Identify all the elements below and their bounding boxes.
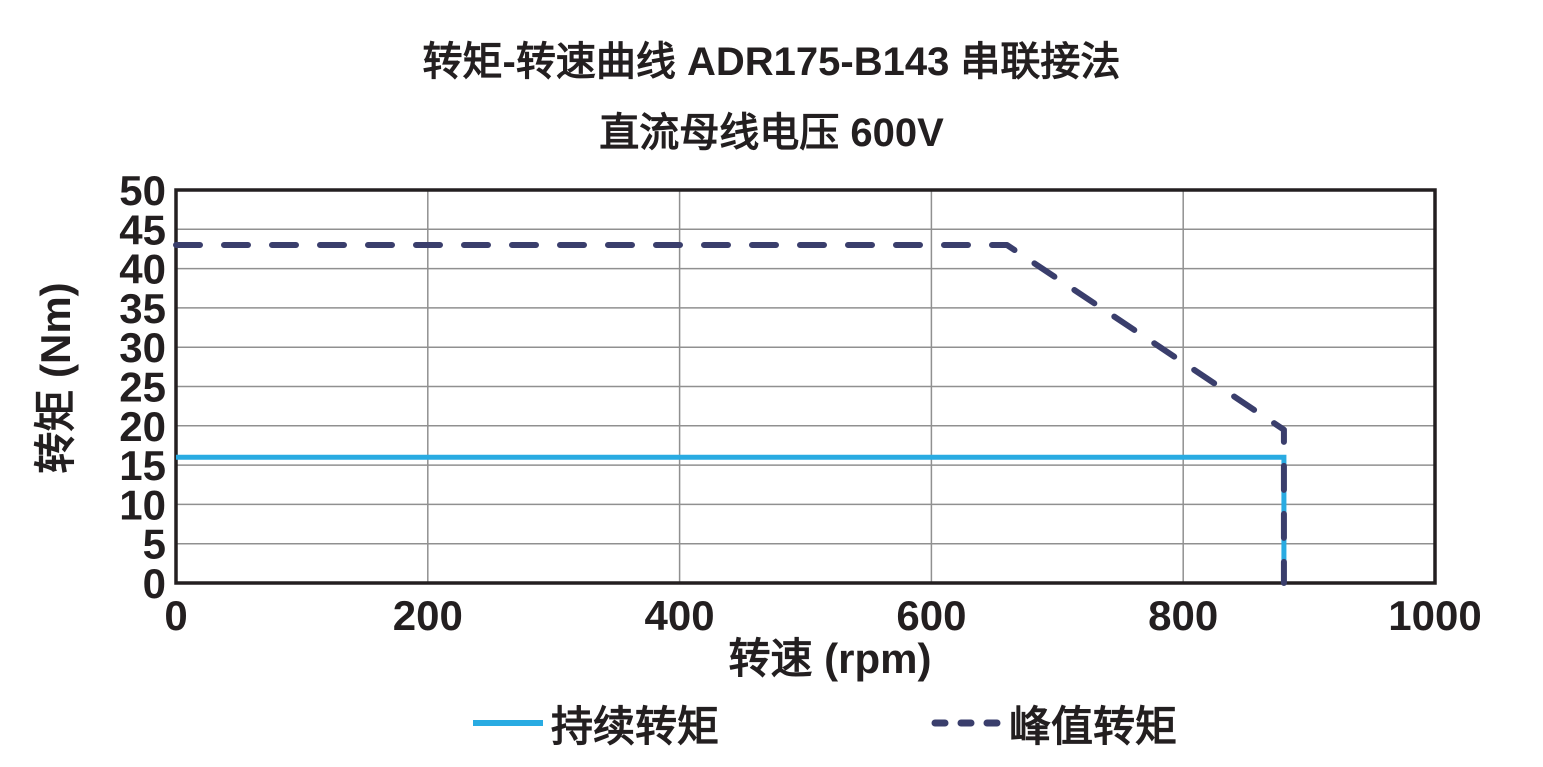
y-tick-label-45: 45 bbox=[119, 206, 166, 253]
y-tick-label-20: 20 bbox=[119, 403, 166, 450]
y-tick-label-40: 40 bbox=[119, 246, 166, 293]
y-tick-label-5: 5 bbox=[143, 521, 166, 568]
x-tick-label-400: 400 bbox=[645, 592, 715, 639]
legend-item-2: 峰值转矩 bbox=[930, 698, 1177, 750]
legend-label-2: 峰值转矩 bbox=[1009, 702, 1178, 750]
legend-label-1: 持续转矩 bbox=[551, 702, 720, 750]
x-tick-label-1000: 1000 bbox=[1388, 592, 1481, 639]
y-tick-label-15: 15 bbox=[119, 442, 166, 489]
chart-subtitle: 直流母线电压 600V bbox=[599, 111, 944, 155]
series-line-1-solid bbox=[176, 454, 1287, 583]
gridlines bbox=[176, 190, 1435, 583]
y-tick-label-25: 25 bbox=[119, 364, 166, 411]
y-tick-label-0: 0 bbox=[143, 560, 166, 607]
y-tick-label-50: 50 bbox=[119, 167, 166, 214]
chart-title: 转矩-转速曲线 ADR175-B143 串联接法 bbox=[422, 40, 1121, 84]
x-tick-label-200: 200 bbox=[393, 592, 463, 639]
x-tick-label-800: 800 bbox=[1148, 592, 1218, 639]
y-axis-title: 转矩 (Nm) bbox=[32, 282, 79, 473]
chart-legend: 持续转矩 峰值转矩 bbox=[0, 698, 1543, 750]
plot-frame bbox=[174, 188, 1437, 585]
y-tick-label-35: 35 bbox=[119, 285, 166, 332]
legend-solid-line-icon bbox=[473, 720, 543, 726]
y-tick-label-10: 10 bbox=[119, 481, 166, 528]
x-tick-label-0: 0 bbox=[164, 592, 187, 639]
x-tick-label-600: 600 bbox=[896, 592, 966, 639]
series-lines bbox=[173, 242, 1287, 586]
x-axis-title: 转速 (rpm) bbox=[729, 635, 932, 682]
legend-item-1: 持续转矩 bbox=[472, 698, 719, 750]
y-tick-label-30: 30 bbox=[119, 324, 166, 371]
series-line-2-dashed bbox=[173, 242, 1287, 586]
legend-dashed-line-icon bbox=[931, 719, 1001, 727]
